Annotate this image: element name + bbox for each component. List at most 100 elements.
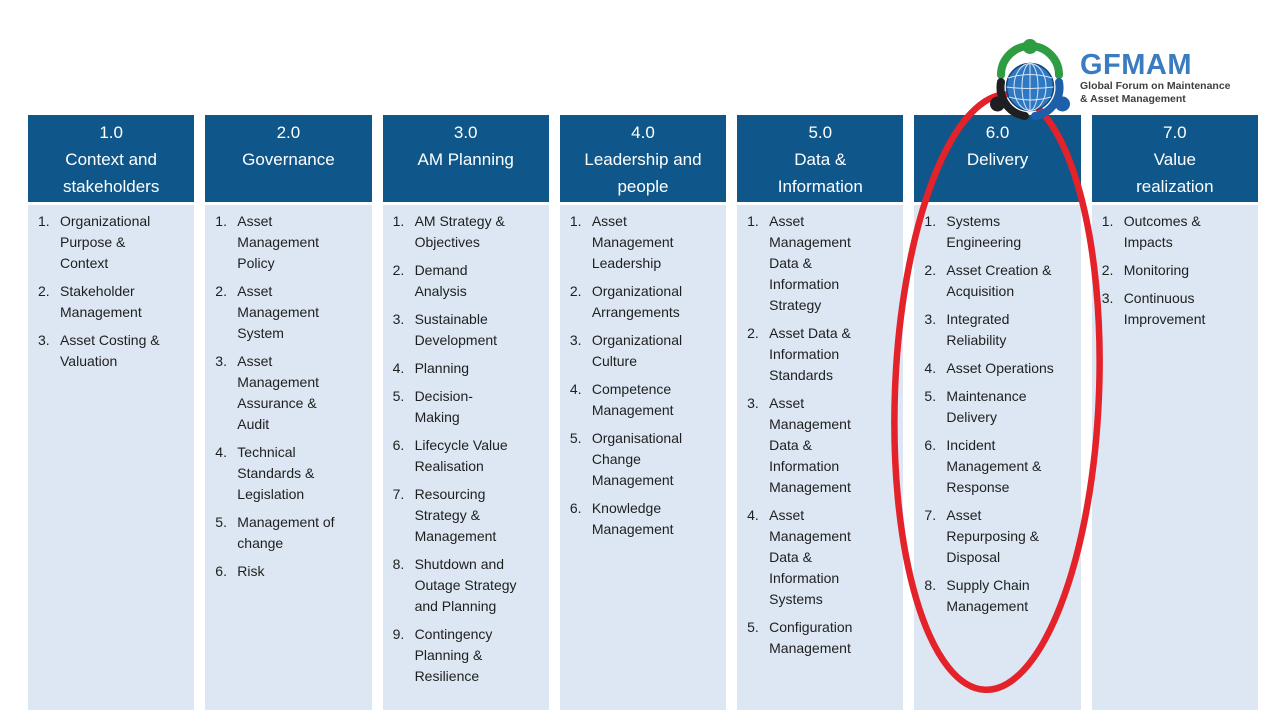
capability-item: 9. Contingency Planning & Resilience (393, 624, 541, 687)
section-column: 4.0 Leadership and people 1. Asset Manage… (559, 115, 727, 710)
item-number: 6. (392, 437, 405, 453)
capability-item: 5. Management of change (215, 512, 363, 554)
item-number: 1. (747, 213, 759, 229)
item-number: 5. (392, 388, 405, 404)
item-text: Asset Operations (946, 360, 1054, 376)
item-text: Technical Standards & Legislation (237, 444, 315, 502)
item-text: Asset Management System (237, 283, 319, 341)
item-text: Asset Management Leadership (591, 213, 674, 271)
item-text: Shutdown and Outage Strategy and Plannin… (414, 556, 517, 614)
item-number: 3. (747, 395, 759, 411)
item-text: Monitoring (1123, 262, 1190, 278)
section-number: 5.0 (808, 123, 833, 142)
capability-item: 8. Supply Chain Management (924, 575, 1072, 617)
capability-item: 3. Organizational Culture (570, 330, 718, 372)
section-title: Value realization (1136, 150, 1214, 196)
capability-item: 3. Asset Costing & Valuation (38, 330, 186, 372)
item-number: 2. (924, 262, 937, 278)
section-column: 2.0 Governance 1. Asset Management Policy… (205, 115, 372, 710)
capability-list: 1. Asset Management Data & Information St… (737, 205, 904, 710)
section-number: 3.0 (453, 123, 478, 142)
capability-item: 3. Asset Management Assurance & Audit (215, 351, 363, 435)
capability-item: 5. Organisational Change Management (570, 428, 718, 491)
section-header: 4.0 Leadership and people (559, 115, 727, 202)
item-number: 4. (392, 360, 405, 376)
section-number: 7.0 (1163, 123, 1187, 142)
item-number: 3. (1101, 290, 1114, 306)
item-number: 7. (924, 507, 937, 523)
capability-item: 3. Integrated Reliability (924, 309, 1072, 351)
item-number: 6. (569, 500, 582, 516)
logo-tagline-line1: Global Forum on Maintenance (1080, 80, 1231, 92)
item-text: Organisational Change Management (591, 430, 683, 488)
item-number: 4. (924, 360, 937, 376)
item-number: 2. (392, 262, 405, 278)
item-text: Planning (414, 360, 470, 376)
item-text: Asset Management Assurance & Audit (237, 353, 319, 432)
item-text: Outcomes & Impacts (1123, 213, 1201, 250)
capability-item: 3. Continuous Improvement (1102, 288, 1250, 330)
item-text: Asset Management Data & Information Mana… (769, 395, 851, 495)
item-text: Organizational Culture (591, 332, 683, 369)
item-number: 1. (924, 213, 937, 229)
item-number: 3. (924, 311, 937, 327)
section-title: Delivery (966, 150, 1029, 169)
capability-item: 4. Competence Management (570, 379, 718, 421)
section-header: 2.0 Governance (205, 115, 372, 202)
capability-item: 2. Asset Data & Information Standards (747, 323, 895, 386)
capability-item: 2. Monitoring (1102, 260, 1250, 281)
item-text: Asset Creation & Acquisition (946, 262, 1052, 299)
item-text: Organizational Purpose & Context (60, 213, 151, 271)
capability-item: 3. Asset Management Data & Information Ma… (747, 393, 895, 498)
capability-item: 5. Maintenance Delivery (924, 386, 1072, 428)
capability-item: 1. Organizational Purpose & Context (38, 211, 186, 274)
capability-item: 1. Asset Management Leadership (570, 211, 718, 274)
item-number: 1. (569, 213, 582, 229)
item-number: 6. (215, 563, 227, 579)
capability-item: 5. Decision- Making (393, 386, 541, 428)
section-column: 7.0 Value realization 1. Outcomes & Impac… (1091, 115, 1258, 710)
item-text: Knowledge Management (591, 500, 674, 537)
capability-list: 1. Organizational Purpose & Context 2. Stak… (28, 205, 195, 710)
item-text: Asset Data & Information Standards (769, 325, 851, 383)
section-title: Governance (242, 150, 335, 169)
figure-left-head (990, 96, 1005, 112)
item-text: Supply Chain Management (946, 577, 1030, 614)
item-number: 3. (38, 332, 50, 348)
gfmam-logo: GFMAM Global Forum on Maintenance & Asse… (986, 38, 1231, 132)
item-text: Maintenance Delivery (946, 388, 1027, 425)
item-number: 2. (38, 283, 50, 299)
item-number: 2. (569, 283, 582, 299)
figure-top-head (1022, 39, 1038, 54)
item-text: Sustainable Development (414, 311, 498, 348)
item-text: Asset Repurposing & Disposal (946, 507, 1040, 565)
item-number: 6. (924, 437, 937, 453)
capability-item: 5. Configuration Management (747, 617, 895, 659)
logo-brand: GFMAM (1080, 49, 1193, 81)
capability-item: 6. Lifecycle Value Realisation (393, 435, 541, 477)
capability-item: 8. Shutdown and Outage Strategy and Plann… (393, 554, 541, 617)
item-text: Lifecycle Value Realisation (414, 437, 508, 474)
section-title: AM Planning (417, 150, 514, 169)
item-text: Integrated Reliability (946, 311, 1010, 348)
capability-item: 4. Planning (393, 358, 541, 379)
section-column: 3.0 AM Planning 1. AM Strategy & Objectiv… (382, 115, 549, 710)
capability-item: 2. Asset Management System (215, 281, 363, 344)
capability-item: 6. Incident Management & Response (924, 435, 1072, 498)
item-number: 3. (215, 353, 227, 369)
section-title: Leadership and people (584, 150, 702, 196)
item-text: Continuous Improvement (1123, 290, 1206, 327)
section-column: 6.0 Delivery 1. Systems Engineering 2. Asse… (914, 115, 1081, 710)
section-header: 5.0 Data & Information (737, 115, 904, 202)
item-number: 8. (392, 556, 405, 572)
capability-item: 1. Systems Engineering (924, 211, 1072, 253)
item-number: 4. (747, 507, 759, 523)
item-number: 1. (392, 213, 405, 229)
item-text: Stakeholder Management (60, 283, 142, 320)
capability-item: 7. Resourcing Strategy & Management (393, 484, 541, 547)
capability-item: 1. Asset Management Policy (215, 211, 363, 274)
section-header: 3.0 AM Planning (382, 115, 549, 202)
item-number: 5. (569, 430, 582, 446)
item-text: Contingency Planning & Resilience (414, 626, 493, 684)
